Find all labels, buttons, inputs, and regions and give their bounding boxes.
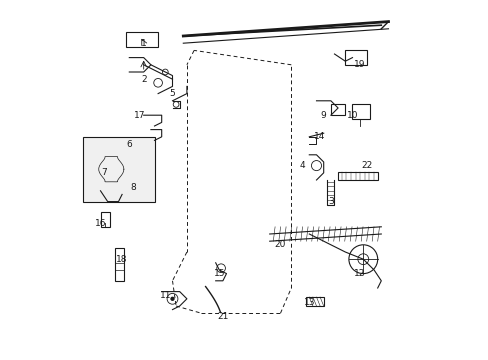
Text: 13: 13 bbox=[303, 298, 314, 307]
Text: 3: 3 bbox=[327, 197, 333, 206]
Text: 11: 11 bbox=[159, 291, 171, 300]
Bar bbox=[352, 104, 370, 119]
Text: 10: 10 bbox=[346, 111, 358, 120]
Text: 7: 7 bbox=[101, 168, 107, 177]
Text: 22: 22 bbox=[361, 161, 372, 170]
Text: 9: 9 bbox=[320, 111, 326, 120]
Bar bbox=[305, 297, 323, 306]
Text: 1: 1 bbox=[141, 39, 146, 48]
Text: 14: 14 bbox=[314, 132, 325, 141]
Bar bbox=[337, 172, 377, 180]
Text: 18: 18 bbox=[116, 255, 127, 264]
Text: 20: 20 bbox=[274, 240, 285, 249]
Text: 5: 5 bbox=[169, 89, 175, 98]
Circle shape bbox=[170, 297, 174, 301]
Text: 17: 17 bbox=[134, 111, 145, 120]
Bar bbox=[82, 137, 154, 202]
Bar bbox=[101, 212, 109, 227]
Text: 21: 21 bbox=[217, 312, 228, 321]
Text: 19: 19 bbox=[353, 60, 365, 69]
Bar bbox=[115, 248, 123, 281]
Bar bbox=[330, 104, 345, 115]
Text: 4: 4 bbox=[299, 161, 305, 170]
Text: 6: 6 bbox=[126, 140, 132, 149]
Text: 8: 8 bbox=[130, 183, 136, 192]
Text: 16: 16 bbox=[95, 219, 106, 228]
Text: 12: 12 bbox=[353, 269, 365, 278]
Bar bbox=[345, 50, 366, 65]
Text: 15: 15 bbox=[213, 269, 224, 278]
Text: 2: 2 bbox=[141, 75, 146, 84]
Bar bbox=[125, 32, 158, 47]
